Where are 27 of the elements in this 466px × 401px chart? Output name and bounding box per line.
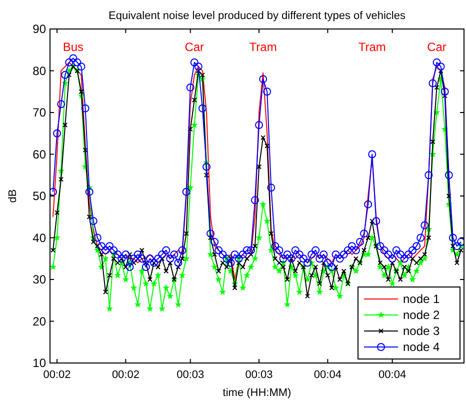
legend-label: node 2 bbox=[403, 308, 440, 322]
annotation: Car bbox=[427, 40, 446, 54]
y-axis-title: dB bbox=[7, 189, 19, 203]
annotation: Tram bbox=[358, 40, 386, 54]
x-tick-label: 00:02 bbox=[112, 369, 140, 381]
y-tick-label: 20 bbox=[32, 314, 46, 328]
y-tick-label: 40 bbox=[32, 230, 46, 245]
x-tick-label: 00:03 bbox=[176, 369, 204, 381]
y-tick-label: 90 bbox=[32, 22, 46, 36]
y-tick-label: 10 bbox=[32, 356, 46, 370]
x-tick-label: 00:04 bbox=[314, 369, 342, 381]
y-tick-label: 50 bbox=[32, 189, 46, 203]
x-tick-label: 00:02 bbox=[43, 369, 71, 381]
legend-label: node 4 bbox=[403, 340, 440, 354]
chart-title: Equivalent noise level produced by different types of vehicles bbox=[108, 10, 406, 22]
y-tick-label: 60 bbox=[32, 147, 46, 162]
annotation: Tram bbox=[249, 40, 277, 54]
annotation: Bus bbox=[62, 40, 84, 54]
x-tick-label: 00:03 bbox=[245, 369, 273, 381]
legend-label: node 1 bbox=[403, 292, 440, 306]
annotation: Car bbox=[184, 40, 204, 54]
y-tick-label: 30 bbox=[32, 272, 46, 286]
legend-label: node 3 bbox=[403, 324, 440, 338]
x-tick-label: 00:04 bbox=[378, 369, 406, 381]
y-tick-label: 80 bbox=[32, 64, 46, 78]
x-axis-title: time (HH:MM) bbox=[222, 387, 292, 399]
y-tick-label: 70 bbox=[32, 106, 46, 120]
